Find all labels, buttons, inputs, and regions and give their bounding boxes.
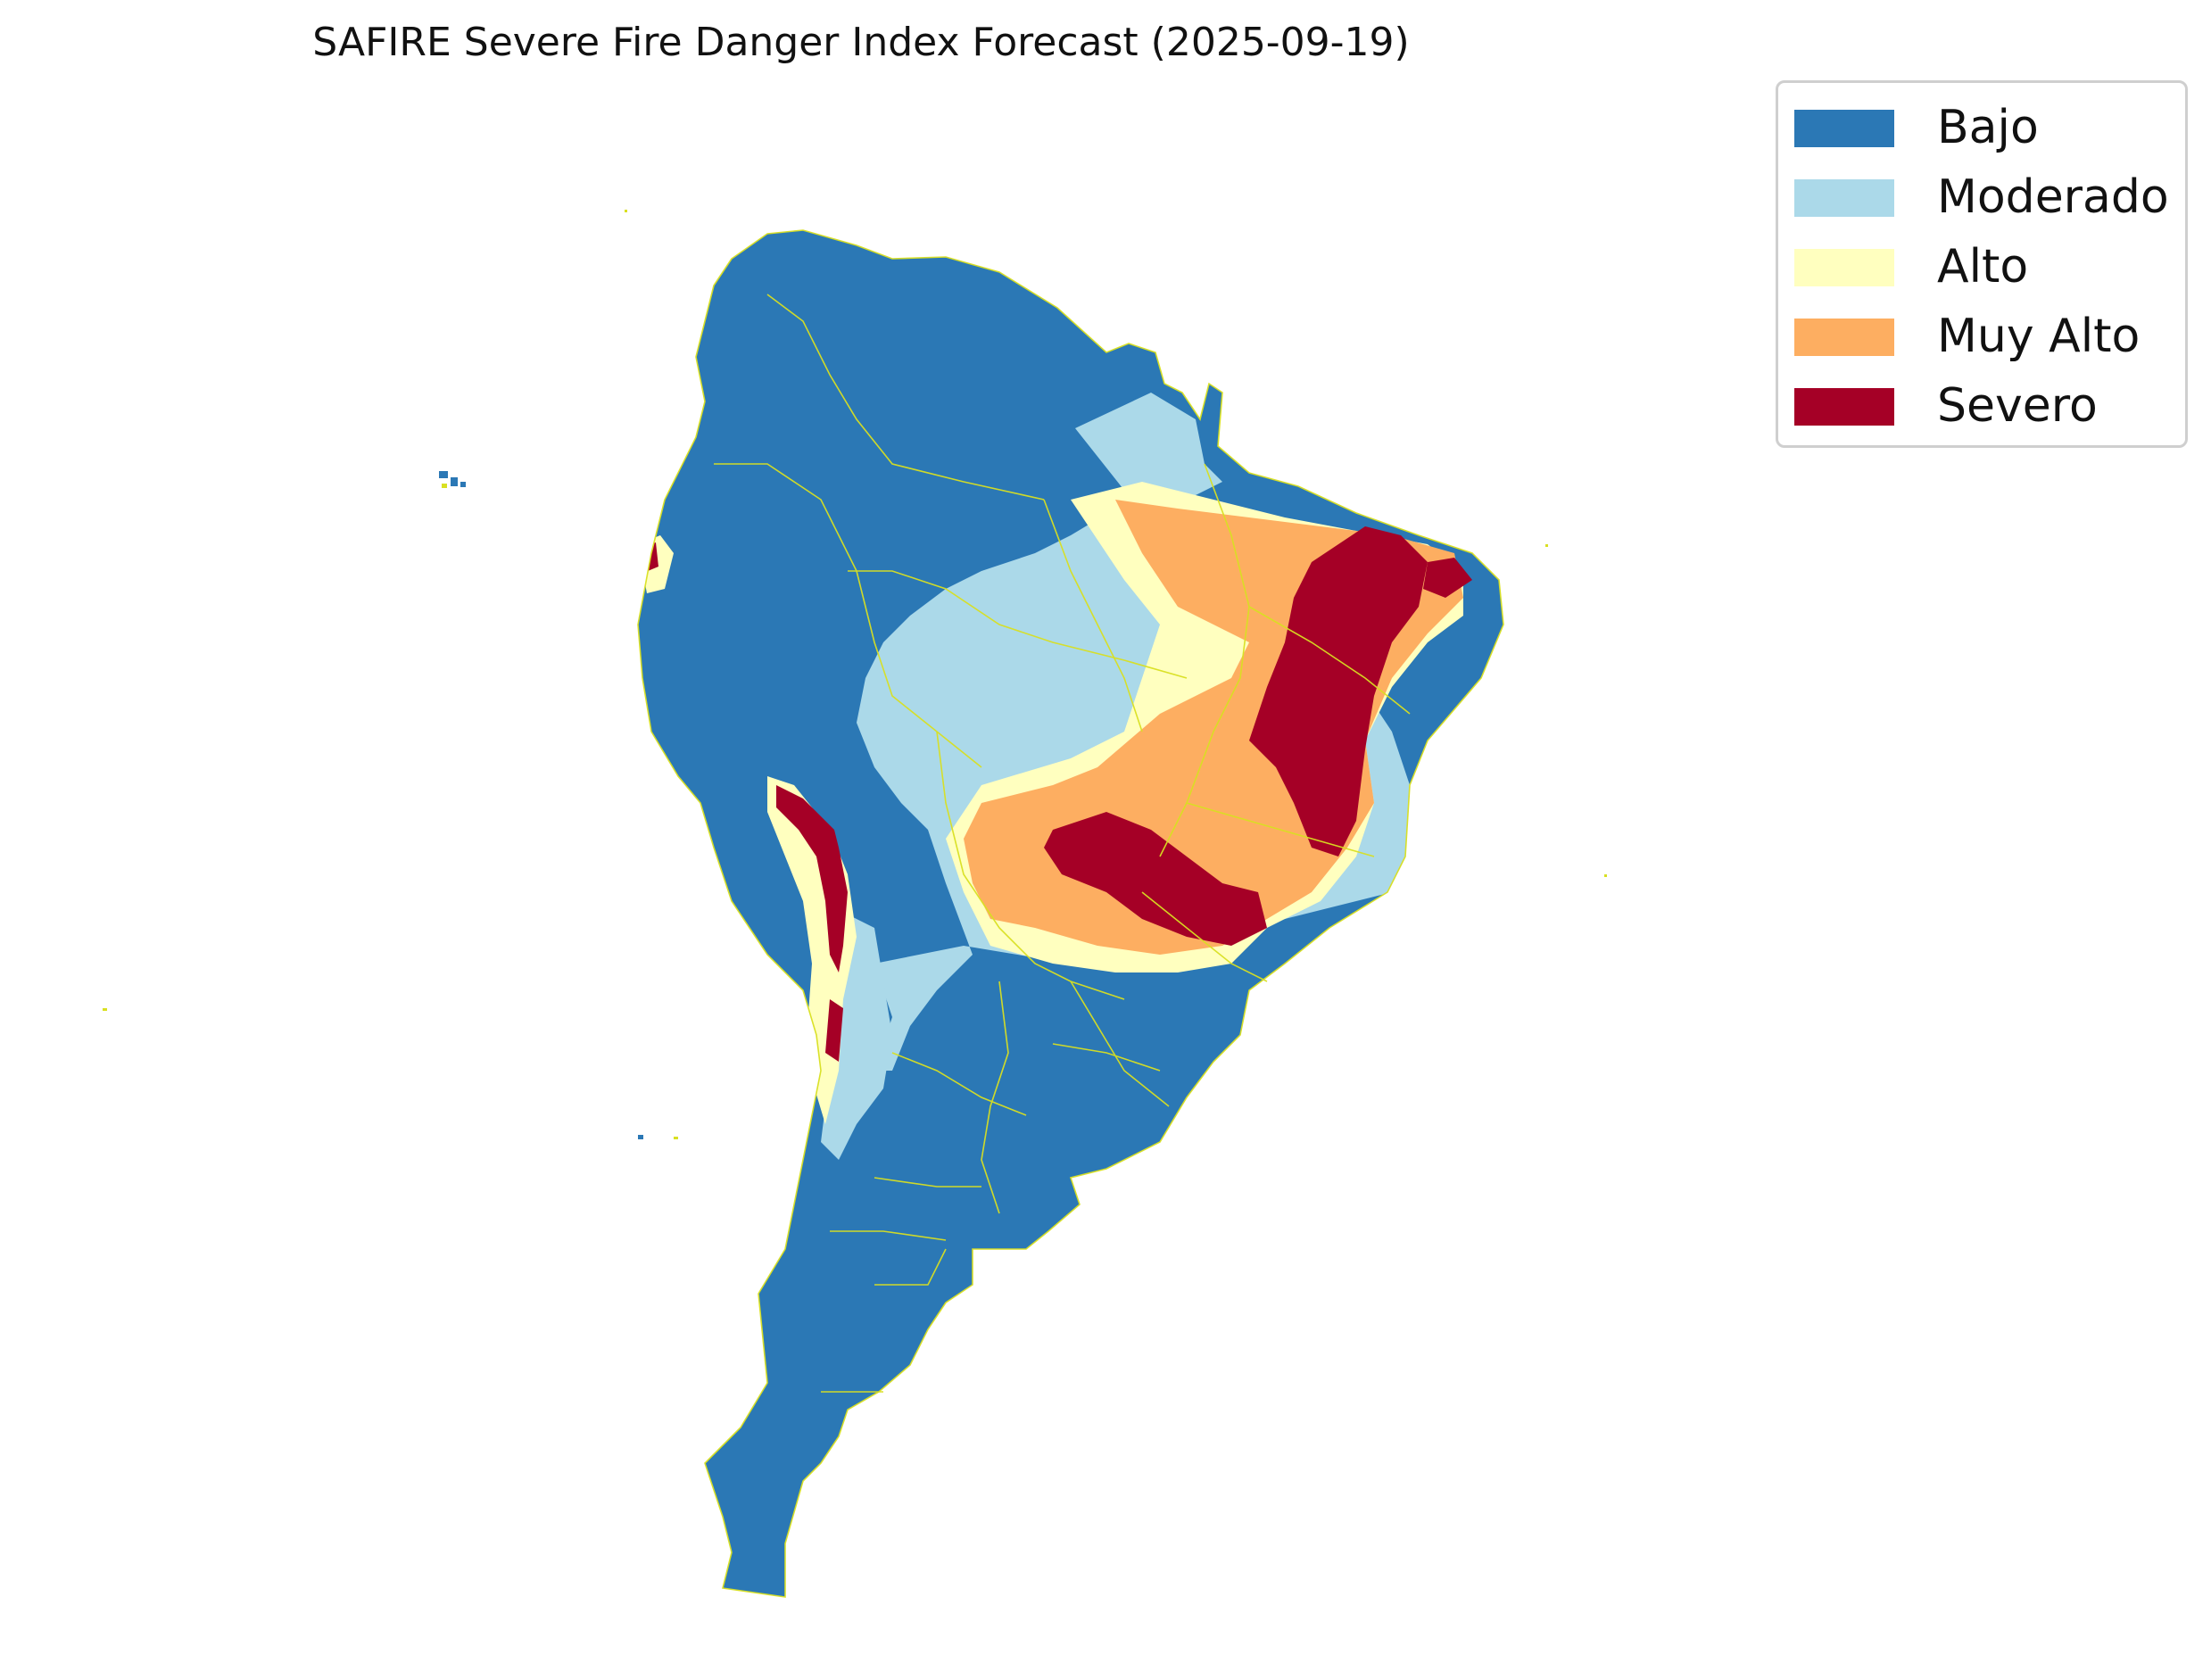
legend-item-alto: Alto xyxy=(1794,240,2178,294)
legend-swatch-bajo xyxy=(1794,110,1894,147)
outlying-islands xyxy=(103,210,1607,1139)
legend-label: Muy Alto xyxy=(1937,310,2141,363)
legend-item-severo: Severo xyxy=(1794,379,2178,433)
zone-severo-chile xyxy=(825,999,843,1062)
legend-item-bajo: Bajo xyxy=(1794,101,2178,154)
legend-label: Moderado xyxy=(1937,170,2169,224)
galapagos-islands xyxy=(439,471,466,488)
legend-label: Bajo xyxy=(1937,101,2039,154)
legend-swatch-severo xyxy=(1794,388,1894,426)
legend-label: Alto xyxy=(1937,240,2029,294)
admin-borders xyxy=(637,229,1504,1598)
legend-swatch-moderado xyxy=(1794,179,1894,217)
zone-severo-brazil-northeast xyxy=(1249,526,1428,857)
legend-swatch-muy-alto xyxy=(1794,319,1894,356)
legend: Bajo Moderado Alto Muy Alto Severo xyxy=(1776,80,2188,448)
legend-item-muy-alto: Muy Alto xyxy=(1794,310,2178,363)
zone-severo-brazil-central xyxy=(1044,812,1267,946)
legend-label: Severo xyxy=(1937,379,2098,433)
map-title: SAFIRE Severe Fire Danger Index Forecast… xyxy=(312,20,1410,65)
legend-item-moderado: Moderado xyxy=(1794,170,2178,224)
zone-severo-brazil-tip xyxy=(1423,558,1472,598)
legend-swatch-alto xyxy=(1794,249,1894,286)
zone-severo-andes xyxy=(776,785,848,972)
